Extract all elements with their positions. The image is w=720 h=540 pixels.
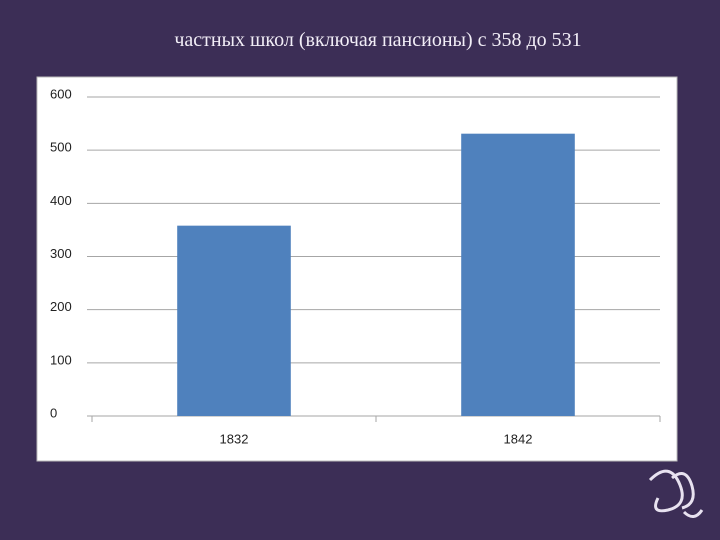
decoration bbox=[648, 469, 704, 518]
y-tick-label: 500 bbox=[50, 140, 72, 155]
y-tick-label: 400 bbox=[50, 193, 72, 208]
chart-area bbox=[36, 76, 678, 462]
y-tick-label: 600 bbox=[50, 86, 72, 101]
y-tick-label: 200 bbox=[50, 299, 72, 314]
bar bbox=[177, 225, 291, 416]
bar bbox=[461, 133, 575, 416]
chart-title: частных школ (включая пансионы) с 358 до… bbox=[174, 29, 581, 51]
y-tick-label: 100 bbox=[50, 352, 72, 367]
x-tick-label: 1832 bbox=[220, 431, 249, 446]
y-tick-label: 300 bbox=[50, 246, 72, 261]
x-tick-label: 1842 bbox=[504, 431, 533, 446]
y-tick-label: 0 bbox=[50, 405, 57, 420]
